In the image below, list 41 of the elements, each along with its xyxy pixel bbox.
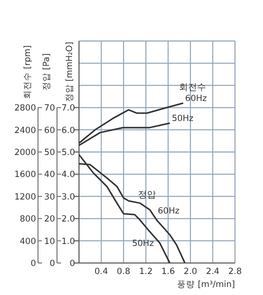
- x-tick-label: 0.4: [94, 267, 108, 277]
- series-label: 60Hz: [185, 94, 208, 104]
- y3-tick-label: 2800: [14, 104, 36, 114]
- y3-tick-label: 2000: [14, 148, 36, 158]
- x-tick-label: 2.4: [206, 267, 220, 277]
- annotation: 회전수: [179, 83, 206, 94]
- y-axis-title: 정압 [mmH₂O]: [65, 42, 75, 102]
- y-tick-label: 6.0: [61, 126, 75, 136]
- annotation: 정압: [138, 190, 156, 201]
- series-label: 60Hz: [158, 206, 180, 217]
- x-axis-title: 풍량 [m³/min]: [177, 280, 235, 290]
- x-tick-label: 1.6: [161, 267, 175, 277]
- series-label: 50Hz: [132, 239, 154, 250]
- y2-tick-label: 0: [50, 259, 55, 269]
- y2-tick-label: 10: [44, 236, 55, 247]
- y3-tick-label: 2400: [14, 126, 36, 136]
- y3-tick-label: 0: [30, 259, 36, 269]
- y-tick-label: 1.0: [61, 236, 75, 247]
- y-tick-label: 2.0: [61, 214, 75, 225]
- y2-tick-label: 70: [44, 104, 55, 114]
- y3-tick-label: 800: [20, 214, 36, 225]
- y-tick-label: 3.0: [61, 192, 75, 202]
- y2-tick-label: 60: [44, 126, 55, 136]
- y3-tick-label: 1600: [14, 170, 36, 180]
- x-tick-label: 0.8: [116, 267, 130, 277]
- y-tick-label: 4.0: [61, 170, 75, 180]
- y2-tick-label: 40: [44, 170, 55, 180]
- y-tick-label: 7.0: [61, 104, 75, 114]
- y2-tick-label: 20: [44, 214, 55, 225]
- x-tick-label: 2.8: [228, 267, 242, 277]
- y2-tick-label: 30: [44, 192, 55, 202]
- y3-tick-label: 1200: [14, 192, 36, 202]
- y-tick-label: 5.0: [61, 148, 75, 158]
- y3-tick-label: 400: [20, 236, 36, 247]
- y2-tick-label: 50: [44, 148, 55, 158]
- x-tick-label: 1.2: [139, 267, 153, 277]
- y2-axis-title: 정압 [Pa]: [42, 53, 52, 91]
- x-tick-label: 2.0: [184, 267, 198, 277]
- y-tick-label: 0: [70, 259, 75, 269]
- series-label: 50Hz: [172, 114, 194, 124]
- y3-axis-title: 회전수 [rpm]: [23, 45, 33, 99]
